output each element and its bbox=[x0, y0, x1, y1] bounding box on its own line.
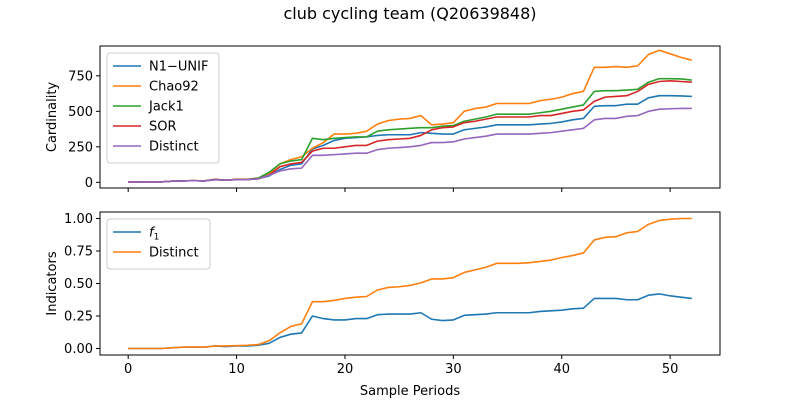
x-tick-label: 40 bbox=[553, 362, 570, 377]
legend-label: Chao92 bbox=[149, 80, 199, 95]
y-axis-title: Indicators bbox=[45, 251, 60, 315]
x-tick-label: 10 bbox=[228, 362, 245, 377]
y-tick-label: 500 bbox=[68, 105, 93, 120]
cardinality-panel: 0 250 500 750 Cardinality N1−UNIF Chao92 Jack1 S… bbox=[45, 45, 721, 192]
y-tick-label: 0 bbox=[85, 176, 93, 191]
x-tick-label: 30 bbox=[445, 362, 462, 377]
axes-frame bbox=[99, 45, 721, 189]
series-line-4 bbox=[128, 107, 692, 183]
legend-box bbox=[106, 52, 220, 164]
legend-label: f1 bbox=[149, 226, 159, 243]
y-tick-label: 0.75 bbox=[64, 245, 93, 260]
series-line-1 bbox=[128, 217, 692, 350]
x-tick-label: 0 bbox=[124, 362, 132, 377]
y-axis-title: Cardinality bbox=[45, 82, 60, 153]
x-tick-label: 20 bbox=[337, 362, 354, 377]
x-axis-title: Sample Periods bbox=[360, 384, 460, 399]
legend-label: SOR bbox=[149, 120, 177, 135]
y-tick-label: 0.25 bbox=[64, 310, 93, 325]
y-tick-label: 250 bbox=[68, 140, 93, 155]
y-tick-label: 0.50 bbox=[64, 277, 93, 292]
legend-label: N1−UNIF bbox=[149, 60, 208, 75]
y-tick-label: 750 bbox=[68, 69, 93, 84]
x-tick-label: 50 bbox=[662, 362, 679, 377]
indicators-panel: 0 10 20 30 40 50 0.00 0.25 0.50 0.75 1.00 Indicator… bbox=[45, 211, 721, 399]
figure-title: club cycling team (Q20639848) bbox=[283, 4, 536, 23]
legend-label: Jack1 bbox=[148, 100, 184, 115]
legend-label: Distinct bbox=[149, 140, 199, 155]
y-tick-label: 1.00 bbox=[64, 212, 93, 227]
legend-label: Distinct bbox=[149, 246, 199, 261]
y-tick-label: 0.00 bbox=[64, 342, 93, 357]
legend-box bbox=[106, 218, 211, 270]
